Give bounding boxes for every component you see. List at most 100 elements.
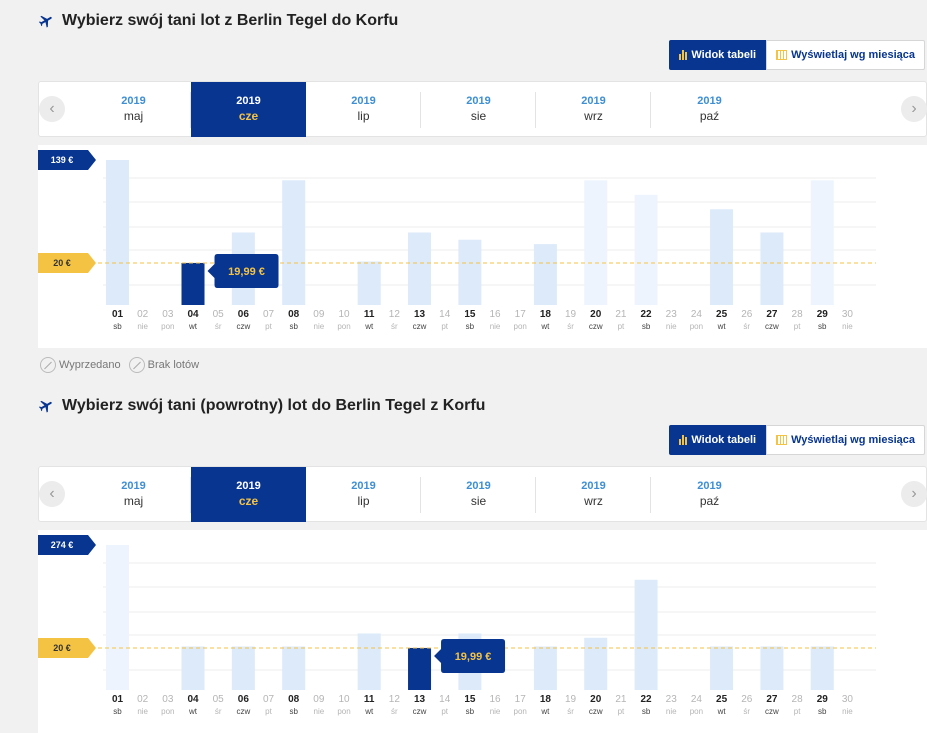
- day-number-label[interactable]: 28: [792, 309, 804, 320]
- day-number-label[interactable]: 01: [112, 309, 124, 320]
- day-number-label[interactable]: 19: [565, 694, 577, 705]
- month-tab-paz[interactable]: 2019 paź: [652, 467, 767, 522]
- day-number-label[interactable]: 14: [439, 309, 451, 320]
- month-tab-sie[interactable]: 2019 sie: [421, 467, 536, 522]
- day-number-label[interactable]: 24: [691, 694, 703, 705]
- table-view-button[interactable]: Widok tabeli: [669, 425, 767, 455]
- month-tab-wrz[interactable]: 2019 wrz: [536, 82, 651, 137]
- day-number-label[interactable]: 30: [842, 694, 854, 705]
- price-bar[interactable]: [231, 646, 255, 691]
- day-number-label[interactable]: 21: [615, 309, 627, 320]
- day-number-label[interactable]: 13: [414, 694, 426, 705]
- price-bar[interactable]: [584, 180, 608, 305]
- price-bar[interactable]: [282, 180, 306, 305]
- month-view-button[interactable]: Wyświetlaj wg miesiąca: [766, 40, 925, 70]
- day-number-label[interactable]: 02: [137, 309, 149, 320]
- day-number-label[interactable]: 26: [741, 309, 753, 320]
- day-number-label[interactable]: 18: [540, 694, 552, 705]
- price-bar[interactable]: [357, 261, 381, 306]
- price-bar[interactable]: [106, 545, 129, 690]
- day-number-label[interactable]: 16: [489, 309, 501, 320]
- month-tab-lip[interactable]: 2019 lip: [306, 82, 421, 137]
- month-tab-wrz[interactable]: 2019 wrz: [536, 467, 651, 522]
- month-tab-cze[interactable]: 2019 cze: [191, 467, 306, 522]
- day-number-label[interactable]: 04: [187, 694, 199, 705]
- day-number-label[interactable]: 29: [817, 694, 829, 705]
- month-tab-paz[interactable]: 2019 paź: [652, 82, 767, 137]
- chevron-right-icon[interactable]: ›: [901, 481, 927, 507]
- day-number-label[interactable]: 07: [263, 694, 275, 705]
- table-view-button[interactable]: Widok tabeli: [669, 40, 767, 70]
- day-number-label[interactable]: 23: [666, 309, 678, 320]
- price-bar[interactable]: [634, 579, 658, 690]
- day-number-label[interactable]: 06: [238, 694, 250, 705]
- day-number-label[interactable]: 06: [238, 309, 250, 320]
- day-number-label[interactable]: 08: [288, 694, 300, 705]
- price-bar[interactable]: [357, 633, 381, 690]
- month-tab-sie[interactable]: 2019 sie: [421, 82, 536, 137]
- day-number-label[interactable]: 20: [590, 694, 602, 705]
- price-bar[interactable]: [282, 646, 306, 691]
- price-bar[interactable]: [584, 637, 608, 690]
- chevron-left-icon[interactable]: ‹: [39, 96, 65, 122]
- day-number-label[interactable]: 25: [716, 309, 728, 320]
- price-bar[interactable]: [760, 232, 784, 306]
- day-number-label[interactable]: 12: [389, 309, 401, 320]
- day-number-label[interactable]: 27: [766, 694, 778, 705]
- chevron-right-icon[interactable]: ›: [901, 96, 927, 122]
- price-bar[interactable]: [533, 646, 557, 691]
- day-number-label[interactable]: 29: [817, 309, 829, 320]
- day-number-label[interactable]: 12: [389, 694, 401, 705]
- day-number-label[interactable]: 13: [414, 309, 426, 320]
- day-number-label[interactable]: 10: [338, 309, 350, 320]
- price-bar[interactable]: [634, 194, 658, 305]
- day-number-label[interactable]: 15: [464, 309, 476, 320]
- day-number-label[interactable]: 03: [162, 309, 174, 320]
- day-number-label[interactable]: 11: [364, 309, 375, 320]
- price-bar[interactable]: [710, 646, 734, 691]
- day-number-label[interactable]: 11: [364, 694, 375, 705]
- month-tab-maj[interactable]: 2019 maj: [76, 467, 191, 522]
- price-bar[interactable]: [408, 647, 432, 690]
- price-bar[interactable]: [810, 180, 834, 305]
- day-number-label[interactable]: 21: [615, 694, 627, 705]
- day-number-label[interactable]: 03: [162, 694, 174, 705]
- price-bar[interactable]: [181, 646, 205, 691]
- price-bar[interactable]: [458, 239, 482, 305]
- price-bar[interactable]: [810, 646, 834, 691]
- day-number-label[interactable]: 17: [515, 694, 527, 705]
- day-number-label[interactable]: 19: [565, 309, 577, 320]
- day-number-label[interactable]: 20: [590, 309, 602, 320]
- day-number-label[interactable]: 23: [666, 694, 678, 705]
- price-bar[interactable]: [181, 262, 205, 305]
- month-tab-cze[interactable]: 2019 cze: [191, 82, 306, 137]
- chevron-left-icon[interactable]: ‹: [39, 481, 65, 507]
- day-number-label[interactable]: 05: [213, 694, 225, 705]
- price-bar[interactable]: [408, 232, 432, 306]
- day-number-label[interactable]: 04: [187, 309, 199, 320]
- price-bar[interactable]: [760, 646, 784, 691]
- day-number-label[interactable]: 17: [515, 309, 527, 320]
- month-tab-lip[interactable]: 2019 lip: [306, 467, 421, 522]
- day-number-label[interactable]: 02: [137, 694, 149, 705]
- day-number-label[interactable]: 01: [112, 694, 124, 705]
- day-number-label[interactable]: 09: [313, 309, 325, 320]
- price-bar[interactable]: [106, 160, 129, 305]
- price-bar[interactable]: [710, 209, 734, 305]
- day-number-label[interactable]: 27: [766, 309, 778, 320]
- day-number-label[interactable]: 22: [641, 694, 653, 705]
- day-number-label[interactable]: 30: [842, 309, 854, 320]
- day-number-label[interactable]: 14: [439, 694, 451, 705]
- day-number-label[interactable]: 28: [792, 694, 804, 705]
- day-number-label[interactable]: 26: [741, 694, 753, 705]
- price-bar[interactable]: [533, 244, 557, 305]
- day-number-label[interactable]: 07: [263, 309, 275, 320]
- day-number-label[interactable]: 15: [464, 694, 476, 705]
- day-number-label[interactable]: 09: [313, 694, 325, 705]
- day-number-label[interactable]: 25: [716, 694, 728, 705]
- day-number-label[interactable]: 22: [641, 309, 653, 320]
- day-number-label[interactable]: 16: [489, 694, 501, 705]
- day-number-label[interactable]: 08: [288, 309, 300, 320]
- day-number-label[interactable]: 10: [338, 694, 350, 705]
- day-number-label[interactable]: 05: [213, 309, 225, 320]
